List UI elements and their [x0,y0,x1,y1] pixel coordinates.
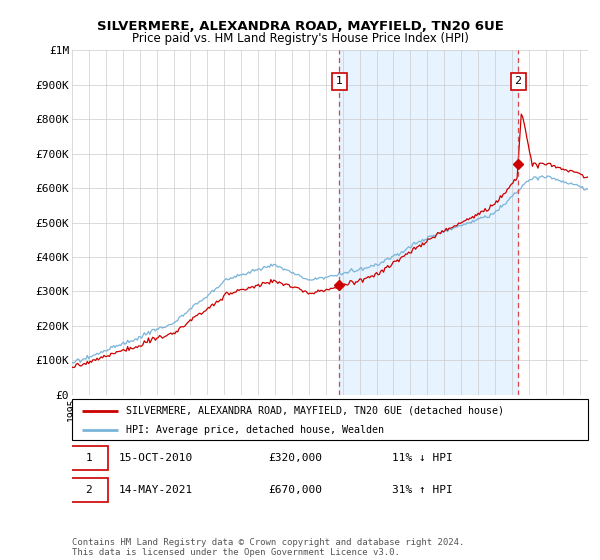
FancyBboxPatch shape [70,478,108,502]
Text: 15-OCT-2010: 15-OCT-2010 [118,453,193,463]
Text: 2: 2 [515,76,521,86]
Text: £320,000: £320,000 [268,453,322,463]
Text: 1: 1 [85,453,92,463]
Text: 2: 2 [85,485,92,495]
Text: £670,000: £670,000 [268,485,322,495]
FancyBboxPatch shape [72,399,588,440]
Text: Price paid vs. HM Land Registry's House Price Index (HPI): Price paid vs. HM Land Registry's House … [131,32,469,45]
Text: SILVERMERE, ALEXANDRA ROAD, MAYFIELD, TN20 6UE: SILVERMERE, ALEXANDRA ROAD, MAYFIELD, TN… [97,20,503,32]
Text: 31% ↑ HPI: 31% ↑ HPI [392,485,452,495]
Text: Contains HM Land Registry data © Crown copyright and database right 2024.
This d: Contains HM Land Registry data © Crown c… [72,538,464,557]
Text: HPI: Average price, detached house, Wealden: HPI: Average price, detached house, Weal… [126,424,384,435]
Text: 11% ↓ HPI: 11% ↓ HPI [392,453,452,463]
Text: SILVERMERE, ALEXANDRA ROAD, MAYFIELD, TN20 6UE (detached house): SILVERMERE, ALEXANDRA ROAD, MAYFIELD, TN… [126,405,504,416]
FancyBboxPatch shape [70,446,108,470]
Text: 1: 1 [335,76,343,86]
Bar [339,50,518,395]
Text: 14-MAY-2021: 14-MAY-2021 [118,485,193,495]
